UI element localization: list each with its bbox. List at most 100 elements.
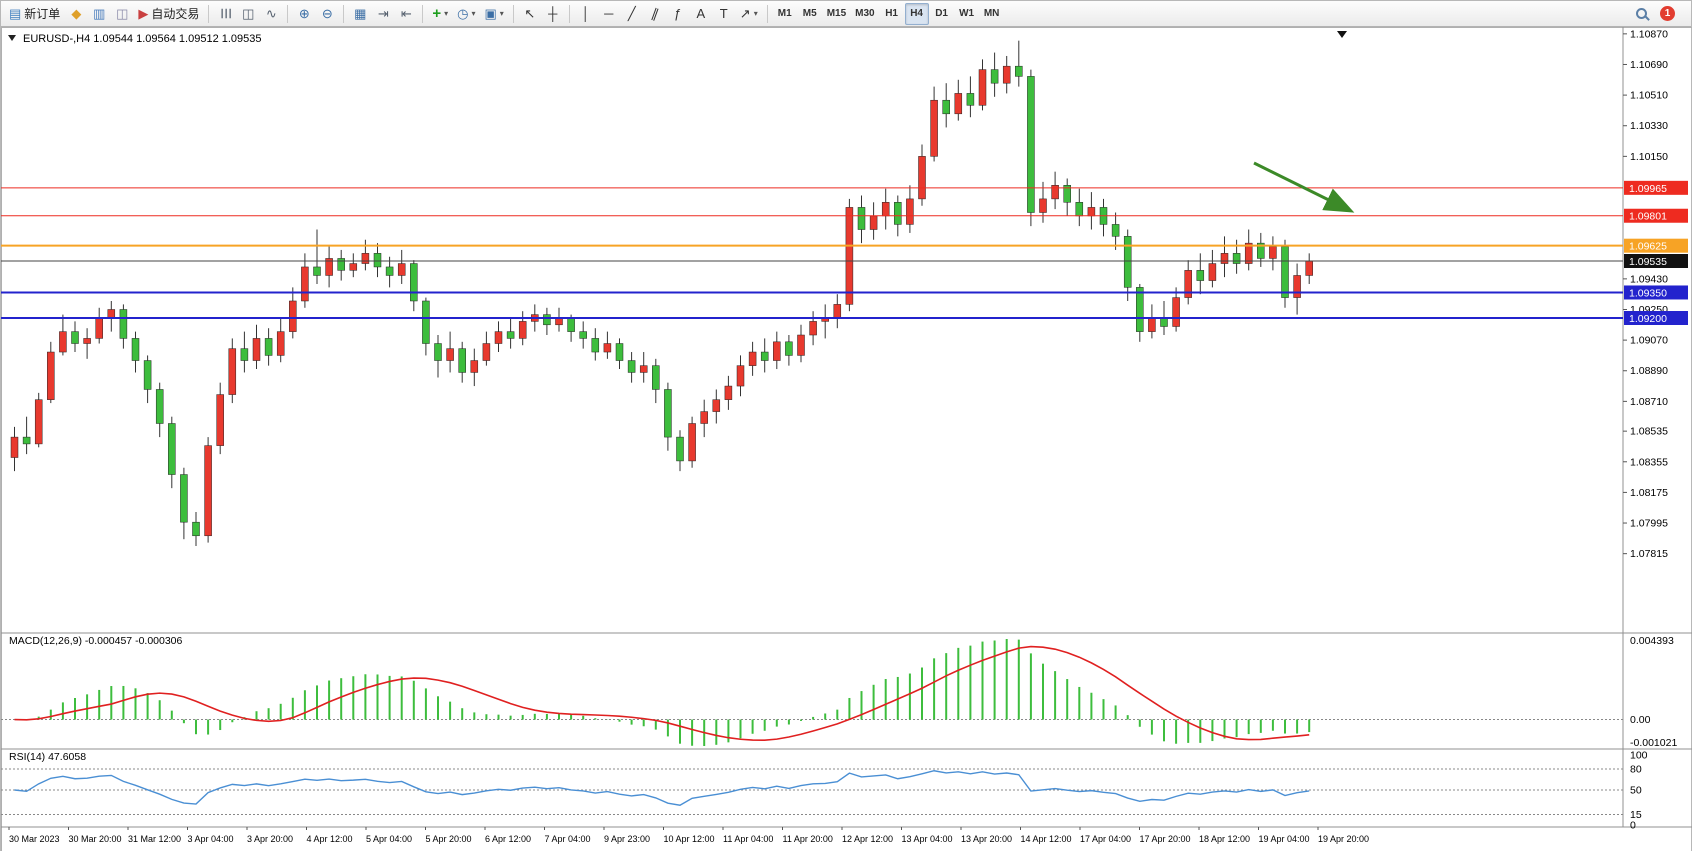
periods-button[interactable]: ◷ ▾	[453, 3, 479, 25]
candle-body	[349, 263, 358, 271]
profiles-icon: ◫	[116, 6, 129, 21]
text-icon: A	[696, 6, 706, 21]
profiles-button[interactable]: ◫	[111, 3, 133, 25]
new-order-button[interactable]: ▤ 新订单	[5, 3, 64, 25]
mql-community-icon: ◆	[71, 6, 82, 21]
mql-community-button[interactable]: ◆	[65, 3, 87, 25]
candle-body	[1002, 65, 1011, 84]
candlestick-chart-button[interactable]: ◫	[237, 3, 259, 25]
equidistant-channel-button[interactable]: ∥	[644, 3, 666, 25]
horizontal-line-button[interactable]: ─	[598, 3, 620, 25]
candle-body	[1087, 207, 1096, 217]
templates-button[interactable]: ▣ ▾	[480, 3, 507, 25]
candle-body	[1039, 198, 1047, 213]
time-axis-label: 11 Apr 20:00	[783, 834, 833, 844]
new-order-label: 新订单	[24, 7, 61, 21]
tile-windows-button[interactable]: ▦	[349, 3, 371, 25]
candle-body	[192, 521, 200, 537]
tf-d1-button[interactable]: D1	[930, 3, 954, 25]
rsi-scale-label: 100	[1630, 750, 1648, 762]
svg-text:1.09200: 1.09200	[1629, 313, 1667, 325]
time-axis-label: 17 Apr 04:00	[1080, 834, 1131, 844]
chart-shift-button[interactable]: ⇤	[395, 3, 417, 25]
vertical-line-button[interactable]: │	[575, 3, 597, 25]
candle-body	[216, 394, 224, 446]
price-axis-label: 1.10690	[1630, 59, 1668, 71]
trendline-button[interactable]: ╱	[621, 3, 643, 25]
tf-w1-button[interactable]: W1	[955, 3, 979, 25]
candle-body	[446, 348, 454, 361]
trend-arrow-object[interactable]	[1253, 161, 1355, 213]
tf-mn-button[interactable]: MN	[980, 3, 1004, 25]
indicators-icon: +	[432, 5, 442, 22]
svg-text:1.09625: 1.09625	[1629, 241, 1667, 253]
rsi-scale-label: 50	[1630, 785, 1642, 797]
candle-body	[954, 93, 963, 115]
toolbar-separator	[512, 4, 514, 23]
candle-body	[1051, 185, 1059, 200]
text-label-button[interactable]: T	[713, 3, 735, 25]
bar-chart-button[interactable]: ☰	[214, 3, 236, 25]
candle-body	[1184, 270, 1192, 298]
time-axis-label: 6 Apr 12:00	[485, 834, 531, 844]
candle-body	[180, 474, 188, 523]
candle-body	[627, 360, 636, 373]
text-button[interactable]: A	[690, 3, 712, 25]
toolbar-groups: ▤ 新订单 ◆ ▥ ◫ ▶ 自动交易 ☰ ◫ ∿ ⊕ ⊖ ▦ ⇥ ⇤ + ▾ ◷ ▾ ▣ ▾ ↖ ┼ │ ─ ╱ ∥ ƒ A T ↗ ▾ M1 M…	[5, 2, 1004, 25]
crosshair-button[interactable]: ┼	[542, 3, 564, 25]
price-axis[interactable]: 1.10870 1.10690 1.10510 1.10330 1.10150 1.094…	[1623, 28, 1688, 832]
toolbar-separator	[343, 4, 345, 23]
tf-h4-button[interactable]: H4	[904, 2, 929, 25]
candle-body	[373, 253, 382, 268]
candle-body	[639, 365, 648, 373]
search-icon	[1635, 8, 1647, 19]
tf-m15-button[interactable]: M15	[823, 3, 850, 25]
candle-body	[337, 258, 345, 271]
new-chart-icon: ▥	[93, 6, 106, 21]
auto-scroll-button[interactable]: ⇥	[372, 3, 394, 25]
time-axis-label: 17 Apr 20:00	[1140, 834, 1191, 844]
candle-body	[1123, 236, 1132, 288]
chart-canvas[interactable]: 1.10870 1.10690 1.10510 1.10330 1.10150 1.094…	[1, 27, 1692, 851]
candle-body	[518, 321, 527, 339]
candle-body	[34, 399, 43, 445]
candle-body	[579, 331, 587, 339]
search-button[interactable]	[1630, 3, 1652, 25]
tf-m30-button[interactable]: M30	[851, 3, 878, 25]
arrows-tool-button[interactable]: ↗ ▾	[736, 3, 762, 25]
candle-body	[785, 341, 793, 356]
candle-body	[881, 202, 890, 217]
collapse-triangle-icon[interactable]	[8, 35, 16, 41]
autotrading-button[interactable]: ▶ 自动交易	[134, 3, 203, 25]
candle-body	[47, 351, 55, 400]
time-axis-label: 5 Apr 04:00	[366, 834, 412, 844]
candle-body	[434, 343, 442, 361]
tf-m5-button[interactable]: M5	[798, 3, 822, 25]
fibonacci-button[interactable]: ƒ	[667, 3, 689, 25]
price-axis-label: 1.09430	[1630, 273, 1668, 285]
dropdown-caret-icon: ▾	[499, 9, 504, 18]
candle-body	[95, 317, 103, 339]
line-chart-button[interactable]: ∿	[260, 3, 282, 25]
time-axis-label: 11 Apr 04:00	[723, 834, 773, 844]
price-axis-label: 1.08535	[1630, 426, 1668, 438]
new-chart-button[interactable]: ▥	[88, 3, 110, 25]
tf-h1-button[interactable]: H1	[880, 3, 904, 25]
tf-m1-button[interactable]: M1	[773, 3, 797, 25]
price-badge: 1.09801	[1624, 208, 1688, 223]
time-axis[interactable]: 30 Mar 2023 30 Mar 20:00 31 Mar 12:00 3 Apr…	[8, 827, 1369, 844]
indicators-button[interactable]: + ▾	[428, 3, 452, 25]
zoom-out-button[interactable]: ⊖	[316, 3, 338, 25]
candle-body	[1208, 263, 1217, 281]
cursor-button[interactable]: ↖	[519, 3, 541, 25]
notifications-button[interactable]: 1	[1656, 3, 1679, 25]
candle-body	[1172, 297, 1180, 327]
candle-body	[240, 348, 249, 361]
rsi-scale-label: 80	[1630, 764, 1642, 776]
macd-scale-label: -0.001021	[1630, 737, 1677, 749]
candle-body	[797, 334, 805, 356]
zoom-in-button[interactable]: ⊕	[293, 3, 315, 25]
autotrading-label: 自动交易	[151, 7, 200, 21]
macd-panel: MACD(12,26,9) -0.000457 -0.000306	[1, 635, 1623, 746]
